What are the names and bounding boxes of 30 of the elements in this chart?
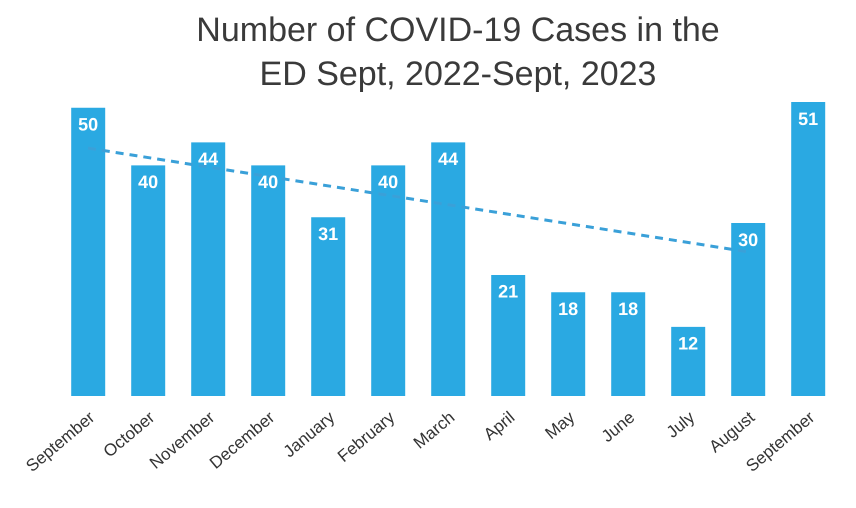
bar	[71, 108, 106, 396]
data-label: 40	[258, 172, 278, 192]
bar	[311, 217, 346, 396]
chart-title: Number of COVID-19 Cases in the ED Sept, 2022-Sept, 2023	[195, 10, 721, 95]
bar	[371, 165, 406, 396]
x-tick-label: June	[598, 408, 638, 446]
data-label: 30	[738, 230, 758, 250]
data-label: 31	[318, 224, 338, 244]
bar	[431, 142, 466, 396]
bar	[791, 102, 826, 396]
bar	[731, 223, 766, 396]
data-label: 51	[798, 108, 818, 129]
bar	[611, 292, 646, 396]
data-label: 18	[618, 299, 638, 320]
data-label: 12	[678, 334, 698, 354]
bar	[491, 274, 526, 396]
bar	[671, 326, 706, 396]
data-label: 44	[198, 149, 218, 170]
bar	[131, 165, 166, 396]
data-label: 40	[138, 172, 158, 192]
bar	[551, 292, 586, 396]
x-tick-label: July	[662, 407, 699, 442]
data-label: 50	[78, 114, 98, 135]
data-label: 18	[558, 299, 578, 320]
x-tick-label: May	[541, 407, 579, 443]
data-label: 44	[438, 149, 458, 170]
bar	[191, 142, 226, 396]
data-label: 21	[498, 282, 518, 302]
bar	[251, 165, 286, 396]
data-label: 40	[378, 172, 398, 192]
